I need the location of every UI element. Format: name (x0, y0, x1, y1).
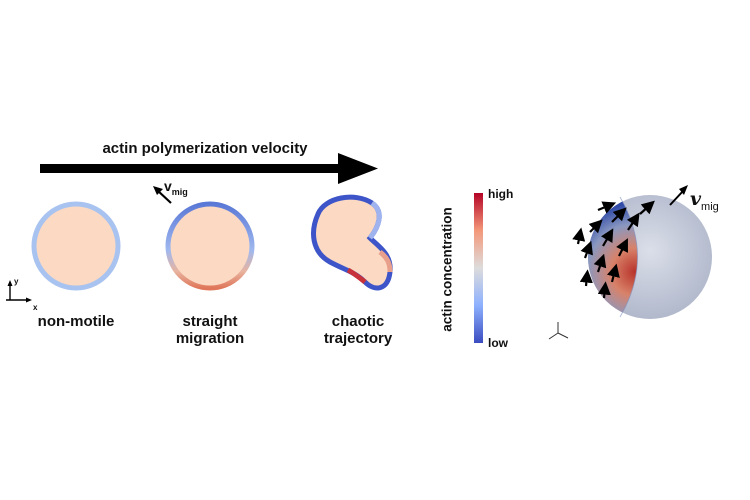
axis-indicator (6, 280, 32, 303)
surface-arrows (572, 200, 655, 299)
vmig-symbol: v (690, 188, 702, 210)
colorbar-title: actin concentration (439, 207, 455, 332)
axis-y-label: y (14, 277, 19, 286)
colorbar-high-label: high (488, 187, 514, 201)
vmig-label-large: vmig (690, 188, 719, 213)
cell-label-non-motile: non-motile (16, 313, 136, 330)
cell-label-line1: chaotic (331, 313, 385, 330)
velocity-arrow (40, 153, 378, 184)
colorbar-low-label: low (488, 336, 508, 350)
vmig-label-small: vmig (164, 178, 188, 197)
sphere-3d (588, 195, 712, 319)
vmig-subscript: mig (171, 186, 188, 197)
colorbar (474, 193, 483, 343)
arrow-label: actin polymerization velocity (102, 140, 308, 157)
cell-label-line2: migration (175, 330, 245, 347)
cell-straight-migration (165, 201, 255, 291)
cell-label-line2: trajectory (323, 330, 393, 347)
cell-label-line1: non-motile (37, 313, 115, 330)
vmig-large-arrow (669, 185, 688, 206)
axis-3d-indicator (548, 322, 569, 340)
axis-x-label: x (33, 303, 38, 312)
vmig-subscript: mig (701, 200, 719, 213)
vmig-symbol: v (164, 178, 172, 194)
cell-label-straight-migration: straight migration (150, 313, 270, 347)
cell-non-motile (31, 201, 121, 291)
cell-chaotic-trajectory (311, 194, 393, 291)
cell-label-chaotic-trajectory: chaotic trajectory (298, 313, 418, 347)
vmig-small-arrow (153, 186, 172, 204)
cell-label-line1: straight (182, 313, 238, 330)
